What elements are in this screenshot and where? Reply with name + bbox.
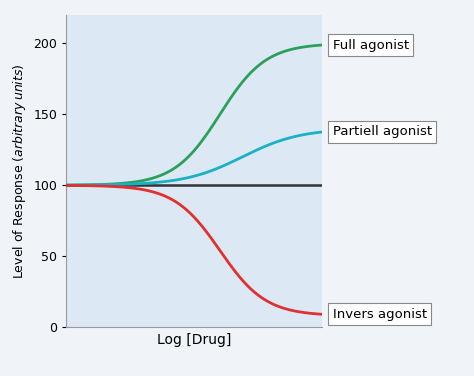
Text: Partiell agonist: Partiell agonist xyxy=(333,126,432,138)
X-axis label: Log [Drug]: Log [Drug] xyxy=(157,333,231,347)
Y-axis label: Level of Response ($\it{arbitrary\/units}$): Level of Response ($\it{arbitrary\/units… xyxy=(11,63,28,279)
Text: Invers agonist: Invers agonist xyxy=(333,308,427,321)
Text: Full agonist: Full agonist xyxy=(333,38,409,52)
